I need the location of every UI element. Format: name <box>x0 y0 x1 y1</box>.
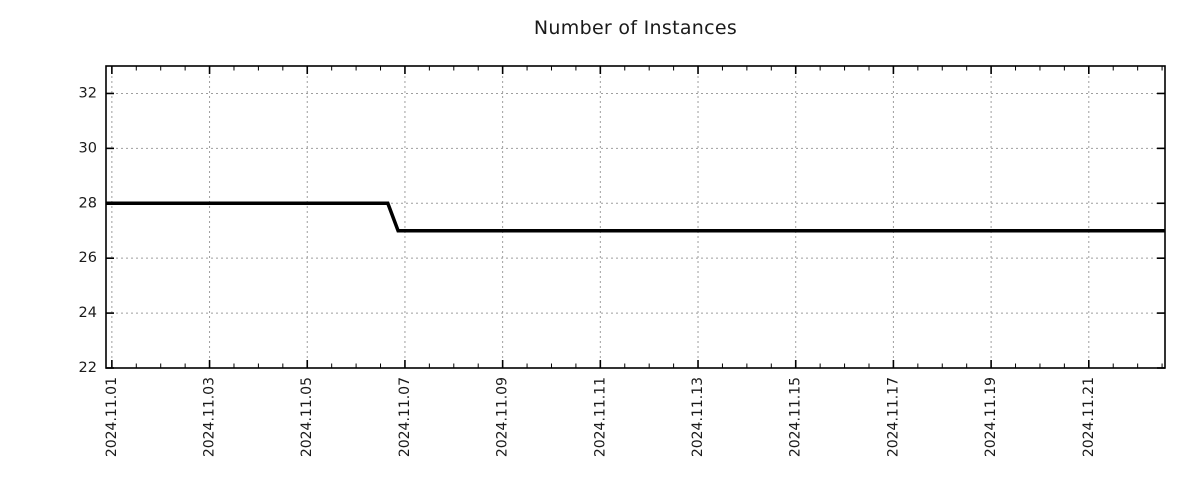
data-line <box>106 201 1165 233</box>
y-tick-label: 26 <box>79 250 97 266</box>
plot-border <box>105 65 1166 369</box>
x-tick-label: 2024.11.03 <box>202 377 218 457</box>
x-tick-label: 2024.11.09 <box>495 377 511 457</box>
y-tick-label: 28 <box>79 195 97 211</box>
y-tick-label: 32 <box>79 85 97 101</box>
x-tick-label: 2024.11.17 <box>885 377 901 457</box>
x-tick-label: 2024.11.07 <box>397 377 413 457</box>
x-tick-label: 2024.11.15 <box>788 377 804 457</box>
x-tick-label: 2024.11.11 <box>592 377 608 457</box>
chart-title: Number of Instances <box>533 17 738 39</box>
x-tick-label: 2024.11.19 <box>983 377 999 457</box>
x-tick-label: 2024.11.21 <box>1081 377 1097 457</box>
y-tick-label: 30 <box>79 140 97 156</box>
y-tick-label: 22 <box>79 360 97 376</box>
y-tick-label: 24 <box>79 305 97 321</box>
x-tick-label: 2024.11.13 <box>690 377 706 457</box>
x-tick-label: 2024.11.01 <box>104 377 120 457</box>
x-tick-label: 2024.11.05 <box>299 377 315 457</box>
